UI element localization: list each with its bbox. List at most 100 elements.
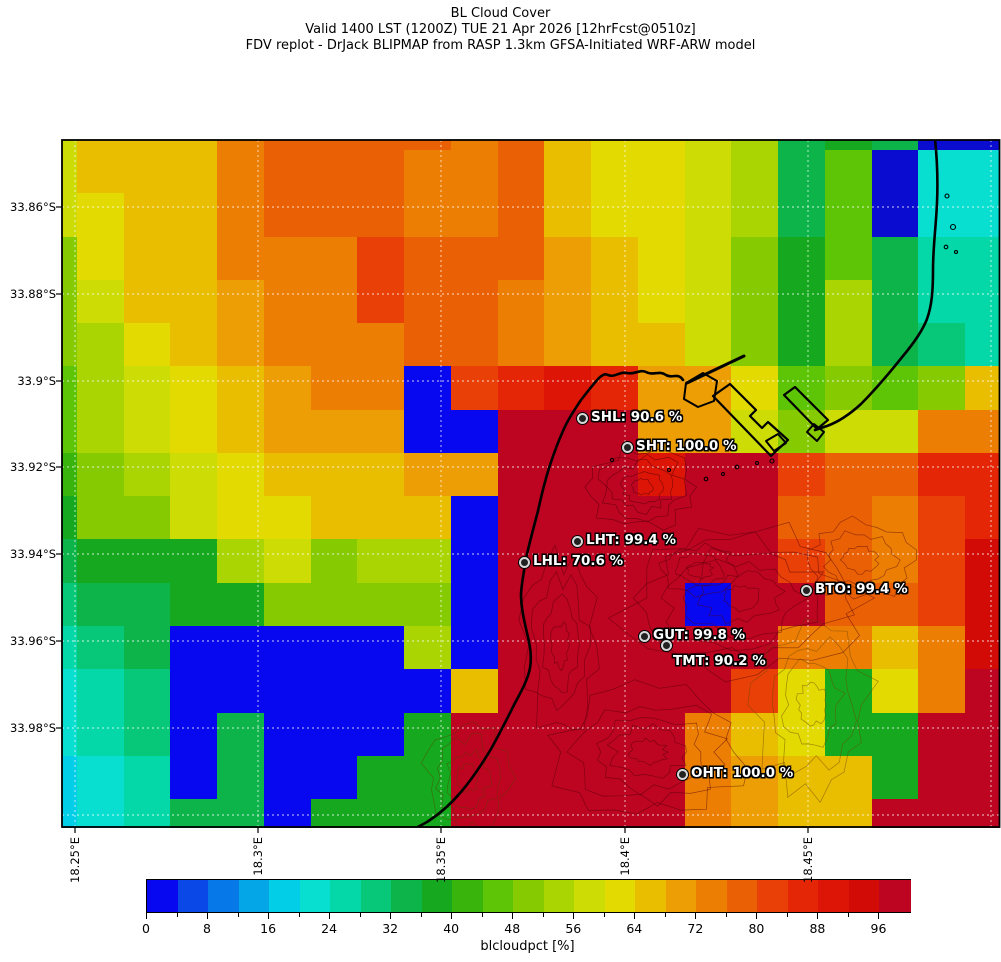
grid-cell: [62, 279, 78, 324]
colorbar-title: blcloudpct [%]: [480, 939, 575, 954]
grid-cell: [778, 150, 826, 195]
grid-cell: [123, 625, 172, 671]
grid-cell: [217, 193, 265, 238]
station-dot-bto: [800, 584, 812, 596]
colorbar-segment: [513, 880, 545, 912]
colorbar-tick-label: 32: [382, 921, 399, 936]
grid-cell: [450, 409, 499, 454]
grid-cell: [544, 452, 592, 497]
colorbar-tick: [146, 913, 147, 919]
grid-cell: [123, 409, 172, 454]
grid-cell: [965, 799, 1001, 828]
grid-cell: [684, 236, 733, 281]
colorbar-segment: [818, 880, 850, 912]
grid-cell: [263, 366, 312, 411]
grid-cell: [62, 755, 78, 800]
grid-cell: [263, 409, 312, 454]
colorbar-gradient: [146, 879, 911, 913]
grid-cell: [170, 799, 218, 828]
grid-cell: [684, 150, 733, 195]
grid-cell: [310, 150, 359, 195]
grid-cell: [62, 236, 78, 281]
colorbar-tick-label: 96: [870, 921, 887, 936]
grid-cell: [77, 366, 125, 411]
colorbar-tick: [512, 913, 514, 919]
grid-cell: [217, 452, 265, 497]
grid-cell: [404, 323, 452, 368]
grid-cell: [965, 712, 1001, 757]
grid-cell: [450, 496, 499, 541]
grid-cell: [684, 366, 733, 411]
grid-cell: [77, 323, 125, 368]
grid-cell: [778, 539, 826, 584]
grid-cell: [591, 755, 639, 800]
grid-cell: [170, 669, 218, 714]
grid-cell: [965, 279, 1001, 324]
station-label-lhl: LHL: 70.6 %: [533, 553, 624, 569]
grid-cell: [871, 625, 920, 671]
grid-cell: [871, 799, 920, 828]
grid-cell: [404, 279, 452, 324]
grid-cell: [497, 150, 546, 195]
grid-cell: [918, 755, 966, 800]
grid-cell: [965, 539, 1001, 584]
grid-cell: [217, 625, 265, 671]
grid-cell: [731, 193, 779, 238]
grid-cell: [357, 755, 405, 800]
grid-cell: [965, 409, 1001, 454]
colorbar-segment: [879, 880, 911, 912]
grid-cell: [77, 279, 125, 324]
grid-cell: [637, 669, 686, 714]
grid-cell: [263, 799, 312, 828]
grid-cell: [263, 755, 312, 800]
station-label-sht: SHT: 100.0 %: [636, 438, 737, 454]
grid-cell: [871, 323, 920, 368]
grid-cell: [404, 150, 452, 195]
grid-cell: [918, 496, 966, 541]
grid-cell: [497, 669, 546, 714]
grid-cell: [357, 539, 405, 584]
station-label-oht: OHT: 100.0 %: [691, 765, 794, 781]
grid-cell: [357, 669, 405, 714]
grid-cell: [62, 539, 78, 584]
grid-cell: [684, 669, 733, 714]
x-tick-label: 18.25°E: [68, 837, 82, 883]
colorbar-segment: [452, 880, 484, 912]
grid-cell: [263, 625, 312, 671]
grid-cell: [684, 582, 733, 627]
grid-cell: [357, 625, 405, 671]
grid-cell: [965, 755, 1001, 800]
grid-cell: [404, 496, 452, 541]
grid-cell: [62, 452, 78, 497]
grid-cell: [217, 539, 265, 584]
grid-cell: [918, 452, 966, 497]
grid-cell: [965, 452, 1001, 497]
chart-subtitle-model: FDV replot - DrJack BLIPMAP from RASP 1.…: [245, 38, 756, 53]
grid-cell: [871, 669, 920, 714]
grid-cell: [62, 409, 78, 454]
grid-cell: [263, 193, 312, 238]
grid-cell: [731, 496, 779, 541]
station-dot-lht: [571, 535, 583, 547]
grid-cell: [263, 496, 312, 541]
chart-title: BL Cloud Cover: [450, 6, 551, 21]
grid-cell: [497, 582, 546, 627]
grid-cell: [918, 193, 966, 238]
colorbar-tick: [573, 913, 575, 919]
grid-cell: [170, 582, 218, 627]
grid-cell: [170, 279, 218, 324]
colorbar-tick-label: 0: [142, 921, 150, 936]
colorbar-minor-tick: [176, 913, 178, 917]
grid-cell: [544, 150, 592, 195]
colorbar-minor-tick: [481, 913, 483, 917]
colorbar-tick-label: 24: [321, 921, 338, 936]
grid-cell: [965, 193, 1001, 238]
grid-cell: [918, 323, 966, 368]
grid-cell: [170, 712, 218, 757]
y-tick-label: 33.96°S: [10, 634, 56, 648]
grid-cell: [591, 366, 639, 411]
grid-cell: [591, 712, 639, 757]
grid-cell: [871, 279, 920, 324]
grid-cell: [357, 452, 405, 497]
grid-cell: [170, 496, 218, 541]
